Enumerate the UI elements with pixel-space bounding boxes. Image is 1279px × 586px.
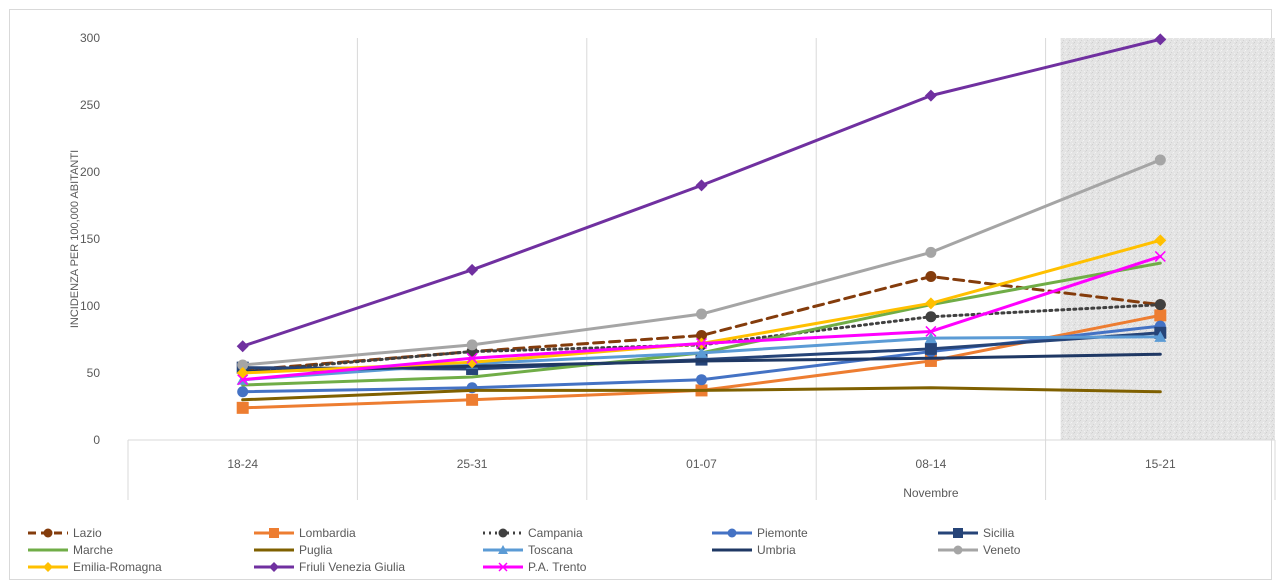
y-axis-label: INCIDENZA PER 100,000 ABITANTI: [69, 150, 81, 328]
legend-item-campania: Campania: [483, 526, 583, 540]
data-point-toscana: [1154, 330, 1167, 342]
data-point-p-a-trento-stroke: [237, 374, 249, 386]
legend-label-lazio: Lazio: [73, 526, 102, 540]
data-point-emilia-romagna: [924, 297, 937, 310]
series-umbria: [241, 352, 1162, 374]
data-point-lazio: [696, 329, 707, 341]
data-point-p-a-trento: [237, 374, 249, 386]
data-point-friuli-venezia-giulia: [466, 263, 479, 276]
x-tick-label: 15-21: [1145, 457, 1176, 471]
data-point-campania: [925, 311, 937, 323]
data-point-toscana: [924, 332, 937, 344]
data-point-friuli-venezia-giulia: [1154, 33, 1167, 46]
data-point-lombardia: [1154, 309, 1167, 322]
x-tick-label: 08-14: [916, 457, 947, 471]
legend-item-lombardia: Lombardia: [254, 526, 356, 540]
shaded-region: [1060, 38, 1275, 440]
legend-label-piemonte: Piemonte: [757, 526, 808, 540]
data-point-p-a-trento: [925, 325, 937, 337]
data-point-piemonte: [237, 386, 249, 398]
legend-marker-sicilia: [953, 528, 963, 538]
data-point-veneto: [466, 339, 478, 351]
series-line-lazio: [241, 275, 1162, 372]
data-point-campania: [1154, 299, 1166, 311]
legend-label-marche: Marche: [73, 543, 113, 557]
legend-label-emilia-romagna: Emilia-Romagna: [73, 560, 162, 574]
legend-label-sicilia: Sicilia: [983, 526, 1015, 540]
data-point-friuli-venezia-giulia: [236, 340, 249, 353]
legend-marker-friuli-venezia-giulia: [269, 562, 279, 572]
data-point-p-a-trento: [1154, 250, 1166, 262]
legend-item-puglia: Puglia: [254, 543, 333, 557]
legend-marker-emilia-romagna: [43, 562, 53, 572]
legend-marker-campania: [498, 528, 508, 538]
series-p-a-trento: [237, 250, 1166, 386]
data-point-veneto: [696, 308, 707, 320]
legend-label-veneto: Veneto: [983, 543, 1021, 557]
legend-label-puglia: Puglia: [299, 543, 333, 557]
legend-label-friuli-venezia-giulia: Friuli Venezia Giulia: [299, 560, 405, 574]
data-point-toscana: [695, 346, 708, 358]
legend-label-lombardia: Lombardia: [299, 526, 356, 540]
legend-marker-lombardia: [269, 528, 279, 538]
series-line-umbria: [241, 352, 1162, 374]
data-point-friuli-venezia-giulia: [924, 89, 937, 102]
legend-item-toscana: Toscana: [483, 543, 573, 557]
legend-label-p-a-trento: P.A. Trento: [528, 560, 587, 574]
legend-item-sicilia: Sicilia: [938, 526, 1015, 540]
data-point-sicilia: [924, 342, 937, 355]
data-point-lombardia: [236, 401, 249, 414]
series-friuli-venezia-giulia: [236, 33, 1167, 353]
data-point-p-a-trento-stroke: [1154, 250, 1166, 262]
data-point-p-a-trento: [466, 352, 478, 364]
data-point-veneto: [237, 359, 249, 371]
series-line-campania: [241, 303, 1162, 374]
data-point-emilia-romagna: [1154, 234, 1167, 247]
legend-label-campania: Campania: [528, 526, 583, 540]
y-tick-label: 300: [80, 31, 100, 45]
legend-item-marche: Marche: [28, 543, 113, 557]
legend-label-toscana: Toscana: [528, 543, 573, 557]
legend-item-emilia-romagna: Emilia-Romagna: [28, 560, 162, 574]
legend-marker-p-a-trento-stroke: [498, 562, 508, 572]
legend-item-lazio: Lazio: [28, 526, 102, 540]
data-point-p-a-trento-stroke: [925, 325, 937, 337]
y-tick-label: 150: [80, 232, 100, 246]
data-point-friuli-venezia-giulia: [695, 179, 708, 192]
data-point-lazio: [925, 271, 937, 283]
data-point-piemonte: [696, 374, 707, 386]
data-point-p-a-trento: [695, 337, 708, 350]
legend-item-piemonte: Piemonte: [712, 526, 808, 540]
x-tick-label: 01-07: [686, 457, 717, 471]
legend-marker-veneto: [953, 545, 963, 555]
legend-marker-lazio: [43, 528, 53, 538]
x-tick-label: 18-24: [227, 457, 258, 471]
legend-item-umbria: Umbria: [712, 543, 796, 557]
legend-marker-toscana: [498, 545, 508, 554]
legend-label-umbria: Umbria: [757, 543, 796, 557]
x-axis-label: Novembre: [903, 486, 959, 500]
legend-item-veneto: Veneto: [938, 543, 1021, 557]
series-line-puglia: [241, 386, 1162, 402]
data-point-p-a-trento-stroke: [466, 352, 478, 364]
y-tick-label: 250: [80, 98, 100, 112]
data-point-p-a-trento-stroke: [695, 337, 708, 350]
data-point-veneto: [925, 246, 937, 258]
y-tick-label: 0: [93, 433, 100, 447]
y-tick-label: 50: [87, 366, 101, 380]
legend-marker-piemonte: [727, 528, 737, 538]
data-point-lombardia: [466, 393, 479, 406]
x-tick-label: 25-31: [457, 457, 488, 471]
y-tick-label: 100: [80, 299, 100, 313]
data-point-veneto: [1154, 154, 1166, 166]
series-veneto: [237, 154, 1166, 371]
legend-marker-p-a-trento: [498, 562, 508, 572]
legend-item-p-a-trento: P.A. Trento: [483, 560, 587, 574]
y-tick-label: 200: [80, 165, 100, 179]
legend-item-friuli-venezia-giulia: Friuli Venezia Giulia: [254, 560, 405, 574]
series-puglia: [241, 386, 1162, 402]
